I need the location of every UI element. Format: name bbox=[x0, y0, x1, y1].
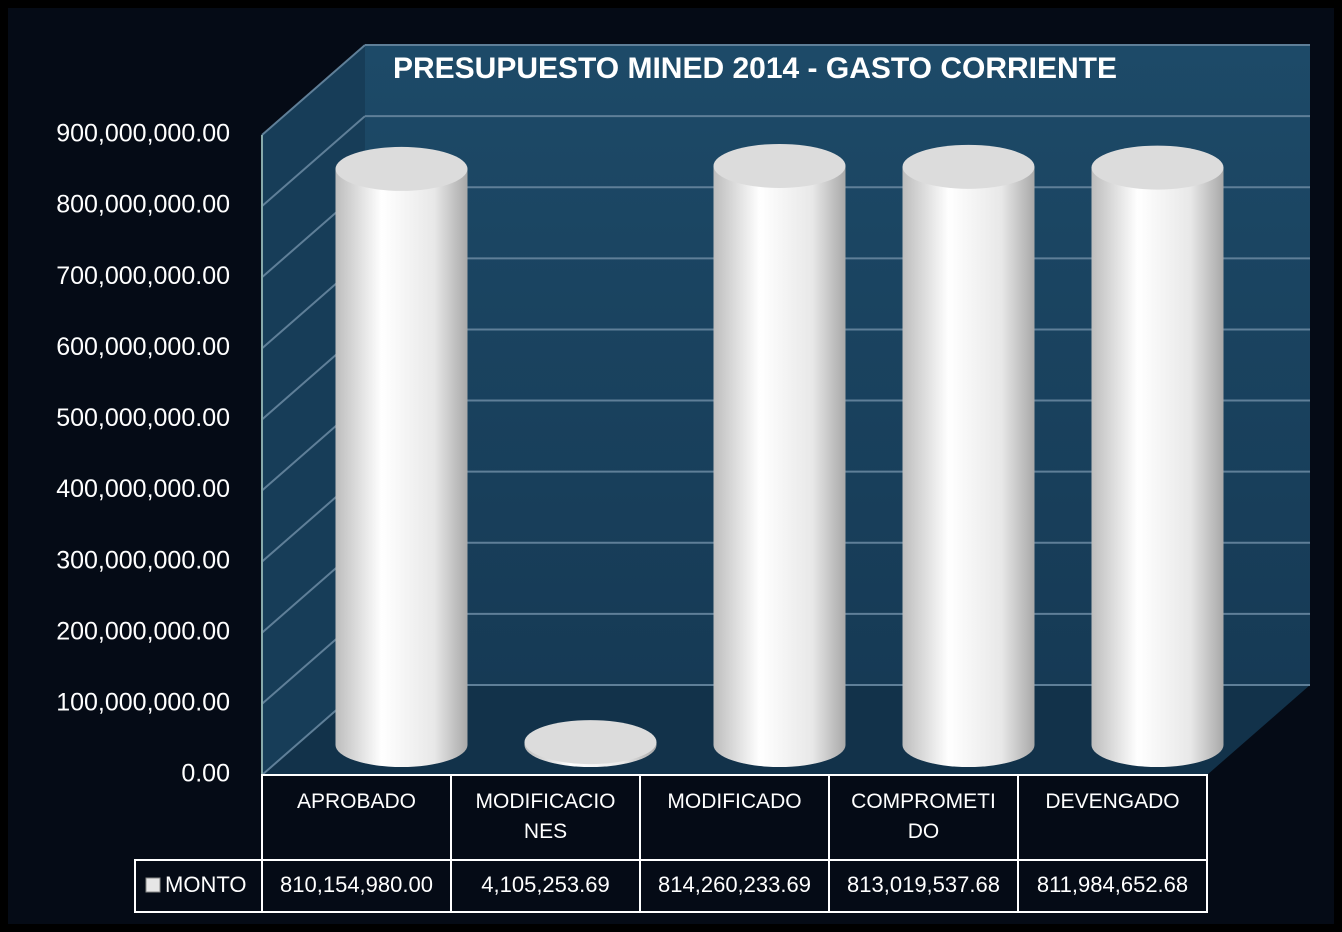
value-label: 4,105,253.69 bbox=[481, 872, 609, 897]
table-cell bbox=[1017, 859, 1208, 913]
cylinder-top bbox=[335, 146, 468, 191]
category-cell: MODIFICACIONES bbox=[475, 790, 616, 843]
y-tick-label: 800,000,000.00 bbox=[56, 191, 230, 219]
x-tick-label: COMPROMETIDO bbox=[851, 790, 996, 843]
value-label: 814,260,233.69 bbox=[658, 872, 811, 897]
y-tick-label: 700,000,000.00 bbox=[56, 262, 230, 290]
legend-swatch bbox=[145, 877, 161, 893]
y-tick-label: 500,000,000.00 bbox=[56, 404, 230, 432]
legend-cell bbox=[134, 859, 263, 913]
category-cell: COMPROMETIDO bbox=[851, 790, 996, 843]
y-tick-label: 600,000,000.00 bbox=[56, 333, 230, 361]
value-label: 810,154,980.00 bbox=[280, 872, 433, 897]
y-tick-label: 900,000,000.00 bbox=[56, 120, 230, 148]
cylinder-top bbox=[902, 144, 1035, 189]
category-cell: APROBADO bbox=[296, 790, 417, 813]
x-tick-label: DEVENGADO bbox=[1045, 790, 1180, 813]
y-tick-label: 300,000,000.00 bbox=[56, 546, 230, 574]
y-tick-label: 200,000,000.00 bbox=[56, 617, 230, 645]
y-tick-label: 400,000,000.00 bbox=[56, 475, 230, 503]
cylinder bbox=[713, 165, 846, 767]
value-label: 813,019,537.68 bbox=[847, 872, 1000, 897]
chart-title: PRESUPUESTO MINED 2014 - GASTO CORRIENTE bbox=[393, 52, 1117, 85]
cylinder-top bbox=[524, 720, 657, 765]
grid-line-side bbox=[261, 44, 366, 136]
x-tick-label: APROBADO bbox=[296, 790, 417, 813]
value-label: 811,984,652.68 bbox=[1037, 872, 1188, 897]
cylinder-top bbox=[1091, 145, 1224, 190]
cylinder bbox=[902, 166, 1035, 767]
grid-line-side bbox=[261, 115, 366, 207]
legend-label: MONTO bbox=[165, 872, 246, 897]
y-tick-label: 100,000,000.00 bbox=[56, 688, 230, 716]
category-cell: MODIFICADO bbox=[667, 790, 802, 813]
x-tick-label: MODIFICACIONES bbox=[475, 790, 616, 843]
cylinder-top bbox=[713, 143, 846, 188]
x-tick-label: MODIFICADO bbox=[667, 790, 802, 813]
cylinder bbox=[1091, 167, 1224, 767]
y-tick-label: 0.00 bbox=[181, 760, 230, 788]
category-cell: DEVENGADO bbox=[1045, 790, 1180, 813]
cylinder bbox=[335, 168, 468, 768]
